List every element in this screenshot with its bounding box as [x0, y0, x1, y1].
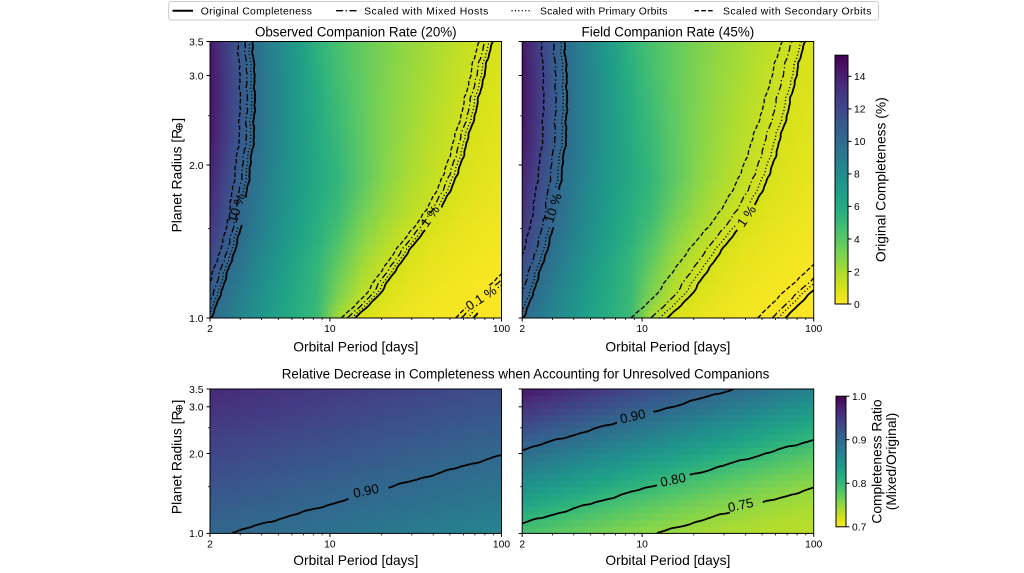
- svg-text:Orbital Period [days]: Orbital Period [days]: [293, 553, 418, 568]
- svg-text:10: 10: [636, 539, 648, 550]
- svg-text:4: 4: [854, 235, 860, 246]
- svg-text:100: 100: [805, 539, 822, 550]
- svg-text:Orbital Period [days]: Orbital Period [days]: [605, 340, 730, 355]
- svg-text:Relative Decrease in Completen: Relative Decrease in Completeness when A…: [282, 367, 770, 382]
- svg-text:Scaled with Secondary Orbits: Scaled with Secondary Orbits: [723, 6, 872, 17]
- svg-text:3.0: 3.0: [189, 71, 204, 82]
- svg-text:0.8: 0.8: [852, 479, 867, 490]
- svg-text:1.0: 1.0: [189, 529, 204, 540]
- svg-text:0: 0: [854, 300, 860, 311]
- svg-text:Orbital Period [days]: Orbital Period [days]: [293, 340, 418, 355]
- svg-text:12: 12: [854, 105, 866, 116]
- svg-text:2.0: 2.0: [189, 161, 204, 172]
- svg-text:0.9: 0.9: [852, 436, 867, 447]
- svg-text:3.5: 3.5: [189, 37, 204, 48]
- svg-text:3.0: 3.0: [189, 403, 204, 414]
- svg-text:]: ]: [170, 400, 185, 404]
- svg-text:0.75: 0.75: [727, 495, 755, 515]
- svg-text:2: 2: [854, 267, 860, 278]
- svg-text:0.80: 0.80: [659, 470, 687, 490]
- svg-text:Observed Companion Rate (20%): Observed Companion Rate (20%): [255, 24, 457, 39]
- svg-text:2: 2: [519, 539, 525, 550]
- svg-text:10: 10: [324, 324, 336, 335]
- svg-text:2: 2: [519, 324, 525, 335]
- svg-text:100: 100: [493, 324, 510, 335]
- svg-text:Planet Radius [R: Planet Radius [R: [170, 411, 185, 515]
- svg-text:Orbital Period [days]: Orbital Period [days]: [605, 553, 730, 568]
- svg-text:Original Completeness: Original Completeness: [201, 6, 312, 17]
- svg-text:Scaled with Mixed Hosts: Scaled with Mixed Hosts: [364, 6, 489, 17]
- svg-text:0.90: 0.90: [619, 406, 647, 426]
- svg-text:2.0: 2.0: [189, 449, 204, 460]
- svg-text:0.90: 0.90: [352, 481, 380, 501]
- svg-text:10: 10: [324, 539, 336, 550]
- svg-text:3.5: 3.5: [189, 385, 204, 396]
- svg-text:Original Completeness (%): Original Completeness (%): [874, 97, 889, 262]
- svg-text:]: ]: [170, 118, 185, 122]
- svg-text:2: 2: [207, 324, 213, 335]
- svg-text:100: 100: [493, 539, 510, 550]
- svg-text:Planet Radius [R: Planet Radius [R: [170, 129, 185, 233]
- svg-text:Completeness Ratio: Completeness Ratio: [870, 399, 885, 524]
- svg-text:Scaled with Primary Orbits: Scaled with Primary Orbits: [540, 6, 668, 17]
- svg-text:10: 10: [636, 324, 648, 335]
- svg-text:0.7: 0.7: [852, 523, 867, 534]
- svg-text:10: 10: [854, 137, 866, 148]
- svg-text:2: 2: [207, 539, 213, 550]
- svg-text:Field Companion Rate (45%): Field Companion Rate (45%): [582, 24, 755, 39]
- svg-text:(Mixed/Original): (Mixed/Original): [884, 413, 899, 510]
- svg-text:8: 8: [854, 170, 860, 181]
- svg-text:1.0: 1.0: [852, 392, 867, 403]
- svg-text:1.0: 1.0: [189, 314, 204, 325]
- svg-text:100: 100: [805, 324, 822, 335]
- svg-text:6: 6: [854, 202, 860, 213]
- svg-text:14: 14: [854, 72, 866, 83]
